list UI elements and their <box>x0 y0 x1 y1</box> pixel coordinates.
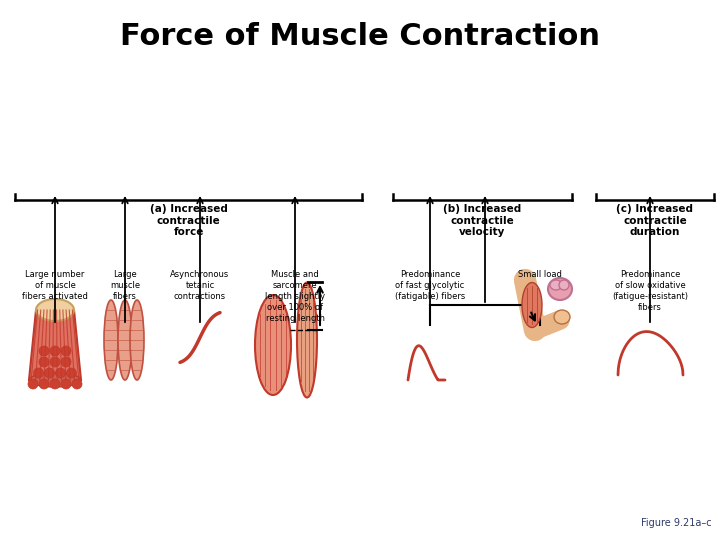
Circle shape <box>45 368 55 378</box>
Text: Small load: Small load <box>518 270 562 279</box>
Circle shape <box>39 346 49 356</box>
Circle shape <box>39 379 49 389</box>
Text: Asynchronous
tetanic
contractions: Asynchronous tetanic contractions <box>171 270 230 301</box>
Text: (b) Increased
contractile
velocity: (b) Increased contractile velocity <box>444 204 521 237</box>
Circle shape <box>61 379 71 389</box>
Circle shape <box>50 346 60 356</box>
Circle shape <box>50 379 60 389</box>
Ellipse shape <box>29 373 81 387</box>
Text: Figure 9.21a–c: Figure 9.21a–c <box>642 518 712 528</box>
Ellipse shape <box>522 282 542 327</box>
Ellipse shape <box>118 300 132 380</box>
Circle shape <box>61 346 71 356</box>
Circle shape <box>28 379 38 389</box>
Text: Large number
of muscle
fibers activated: Large number of muscle fibers activated <box>22 270 88 301</box>
Ellipse shape <box>104 300 118 380</box>
Ellipse shape <box>554 310 570 324</box>
Polygon shape <box>29 310 81 380</box>
Circle shape <box>39 357 49 367</box>
Circle shape <box>72 379 82 389</box>
Ellipse shape <box>550 280 562 290</box>
Text: (c) Increased
contractile
duration: (c) Increased contractile duration <box>616 204 693 237</box>
Circle shape <box>61 357 71 367</box>
Text: Predominance
of fast glycolytic
(fatigable) fibers: Predominance of fast glycolytic (fatigab… <box>395 270 465 301</box>
Text: Large
muscle
fibers: Large muscle fibers <box>110 270 140 301</box>
Circle shape <box>55 368 66 378</box>
Ellipse shape <box>548 278 572 300</box>
Text: Predominance
of slow oxidative
(fatigue-resistant)
fibers: Predominance of slow oxidative (fatigue-… <box>612 270 688 312</box>
Ellipse shape <box>130 300 144 380</box>
Circle shape <box>66 368 76 378</box>
Ellipse shape <box>297 282 317 397</box>
Text: Muscle and
sarcomere
length slightly
over 100% of
resting length: Muscle and sarcomere length slightly ove… <box>265 270 325 323</box>
Circle shape <box>34 368 43 378</box>
Text: Force of Muscle Contraction: Force of Muscle Contraction <box>120 22 600 51</box>
Ellipse shape <box>255 295 291 395</box>
Text: (a) Increased
contractile
force: (a) Increased contractile force <box>150 204 228 237</box>
Ellipse shape <box>36 299 74 321</box>
Ellipse shape <box>559 280 569 290</box>
Circle shape <box>50 357 60 367</box>
